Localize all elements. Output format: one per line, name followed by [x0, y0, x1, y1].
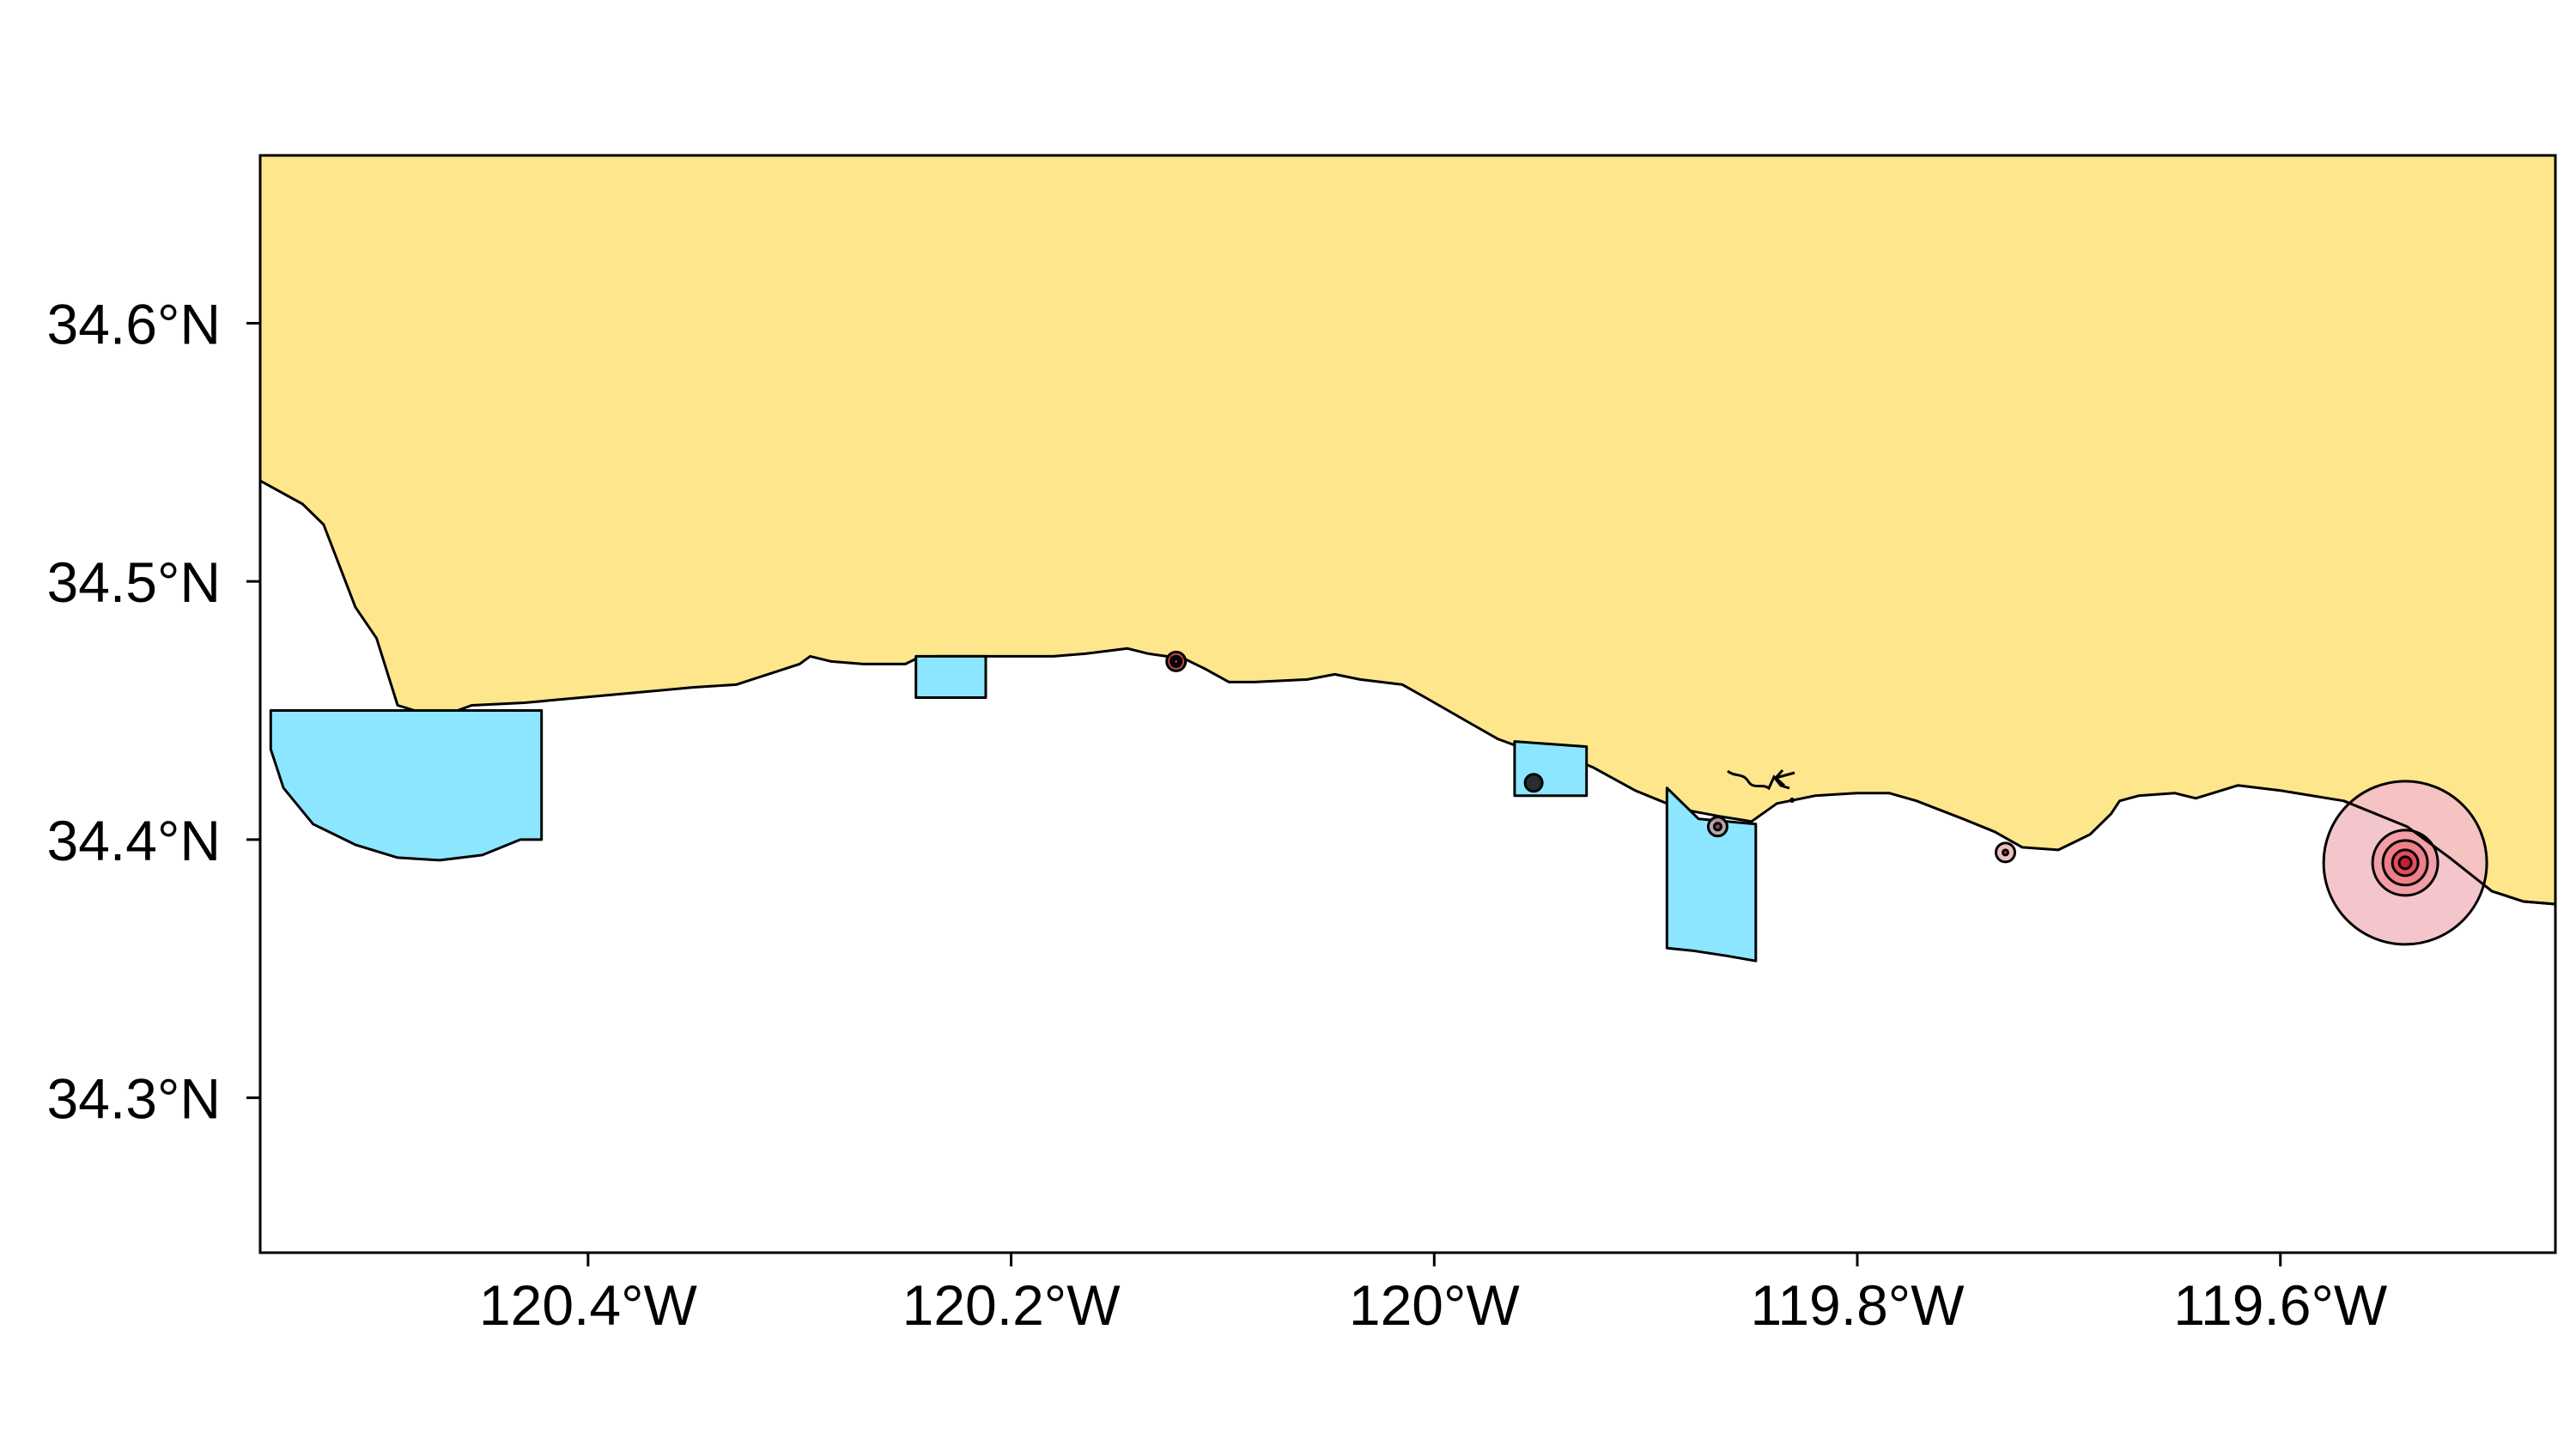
y-tick-label: 34.6°N — [46, 292, 221, 355]
map-panel — [260, 155, 2555, 962]
bubble-marker-5 — [2322, 780, 2488, 946]
protected-area-2 — [914, 654, 987, 699]
coastline-overlay — [2343, 799, 2555, 906]
x-tick-label: 120.4°W — [479, 1273, 698, 1337]
bubble-marker-1 — [1165, 650, 1188, 672]
y-tick-label: 34.5°N — [46, 550, 221, 614]
protected-areas — [269, 654, 1758, 962]
bubble-ring — [2397, 855, 2413, 871]
y-tick-label: 34.4°N — [46, 809, 221, 872]
plot-frame — [258, 154, 2557, 1254]
estuary-detail — [1727, 769, 1795, 803]
x-tick-label: 119.6°W — [2173, 1273, 2388, 1337]
y-tick-label: 34.3°N — [46, 1067, 221, 1131]
bubble-marker-2 — [1523, 773, 1544, 793]
x-tick-label: 120.2°W — [902, 1273, 1121, 1337]
bubble-ring — [2002, 848, 2009, 857]
protected-area-4 — [1665, 786, 1758, 962]
bubble-marker-4 — [1995, 841, 2016, 864]
protected-area-1 — [269, 709, 544, 862]
x-tick-label: 120°W — [1349, 1273, 1521, 1337]
bubble-ring — [1523, 773, 1544, 793]
x-tick-label: 119.8°W — [1751, 1273, 1965, 1337]
y-axis: 34.6°N 34.5°N 34.4°N 34.3°N — [46, 292, 260, 1131]
creek-outline — [1727, 769, 1790, 791]
bubble-ring — [1712, 822, 1722, 832]
bubble-markers — [1165, 650, 2555, 946]
bubble-ring — [1172, 657, 1181, 665]
land-polygon — [260, 155, 2555, 906]
x-axis: 120.4°W 120.2°W 120°W 119.8°W 119.6°W — [479, 1253, 2388, 1337]
creek-branch — [1773, 769, 1795, 787]
bubble-marker-3 — [1706, 816, 1728, 838]
creek-dot — [1789, 798, 1795, 803]
